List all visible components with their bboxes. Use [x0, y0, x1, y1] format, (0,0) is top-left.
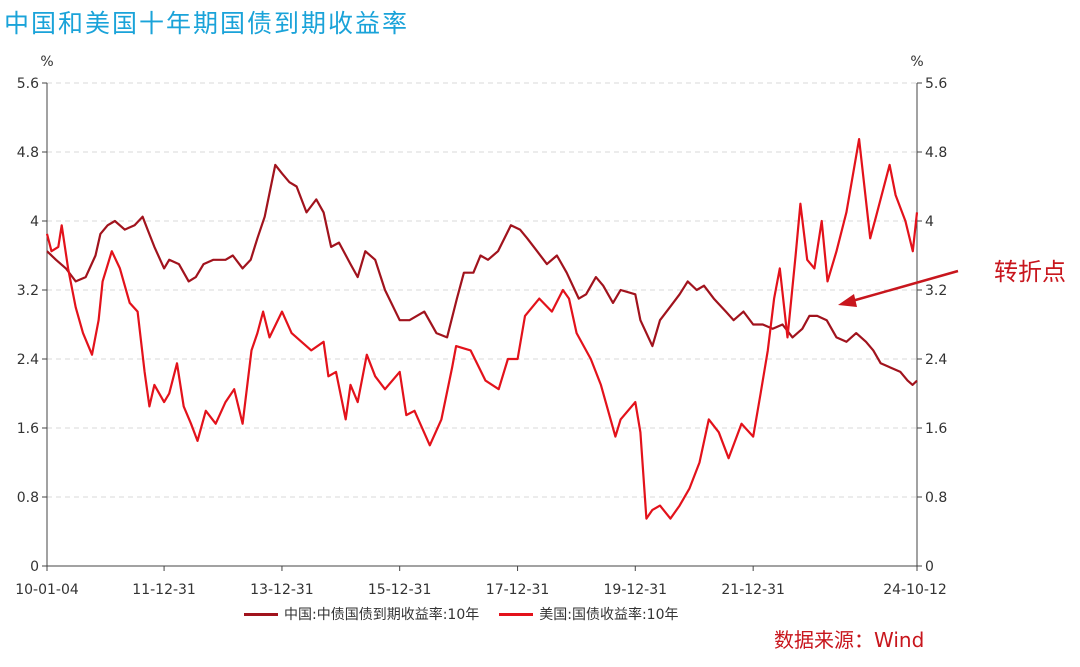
y-tick-label-left: 5.6	[17, 76, 39, 92]
series-line-us	[45, 138, 919, 520]
x-tick-label: 17-12-31	[486, 582, 550, 598]
y-tick-label-left: 3.2	[17, 283, 39, 299]
y-tick-label-left: 1.6	[17, 421, 39, 437]
legend-label-china: 中国:中债国债到期收益率:10年	[284, 607, 480, 623]
annotation-arrow-head	[838, 294, 857, 307]
x-tick-label: 13-12-31	[250, 582, 314, 598]
y-tick-label-right: 4	[925, 214, 934, 230]
y-tick-label-left: 4.8	[17, 145, 39, 161]
y-tick-label-right: 1.6	[925, 421, 947, 437]
x-tick-label: 15-12-31	[368, 582, 432, 598]
y-tick-label-left: 0	[30, 559, 39, 575]
y-tick-label-right: 3.2	[925, 283, 947, 299]
y-tick-label-left: 4	[30, 214, 39, 230]
series-line-china	[46, 163, 918, 386]
y-tick-label-right: 5.6	[925, 76, 947, 92]
x-tick-label: 19-12-31	[604, 582, 668, 598]
y-tick-label-right: 0.8	[925, 490, 947, 506]
turning-point-annotation: 转折点	[994, 258, 1066, 286]
legend: 中国:中债国债到期收益率:10年 美国:国债收益率:10年	[244, 604, 679, 624]
legend-item-china: 中国:中债国债到期收益率:10年	[244, 604, 479, 624]
y-unit-right: %	[910, 54, 923, 70]
y-tick-label-right: 0	[925, 559, 934, 575]
grid-lines	[47, 82, 917, 498]
series-lines	[45, 138, 919, 520]
y-unit-left: %	[40, 54, 53, 70]
annotation-arrow	[838, 269, 959, 307]
x-tick-label: 21-12-31	[721, 582, 785, 598]
x-tick-label: 11-12-31	[132, 582, 196, 598]
x-tick-label: 10-01-04	[15, 582, 79, 598]
y-tick-label-right: 4.8	[925, 145, 947, 161]
x-tick-label: 24-10-12	[883, 582, 947, 598]
y-tick-label-left: 0.8	[17, 490, 39, 506]
data-source-note: 数据来源：Wind	[774, 628, 925, 652]
y-tick-label-right: 2.4	[925, 352, 947, 368]
legend-swatch-us	[499, 612, 534, 616]
chart-title: 中国和美国十年期国债到期收益率	[4, 9, 410, 38]
annotation-arrow-shaft	[851, 269, 959, 303]
y-tick-label-left: 2.4	[17, 352, 39, 368]
axes: 0 0 0.8 0.8 1.6 1.6 2.4 2.4 3.2 3.2 4 4 4.8 4.8 5.6 5.6…	[15, 54, 947, 598]
legend-label-us: 美国:国债收益率:10年	[539, 607, 679, 623]
legend-swatch-china	[244, 612, 278, 616]
legend-item-us: 美国:国债收益率:10年	[499, 604, 679, 624]
